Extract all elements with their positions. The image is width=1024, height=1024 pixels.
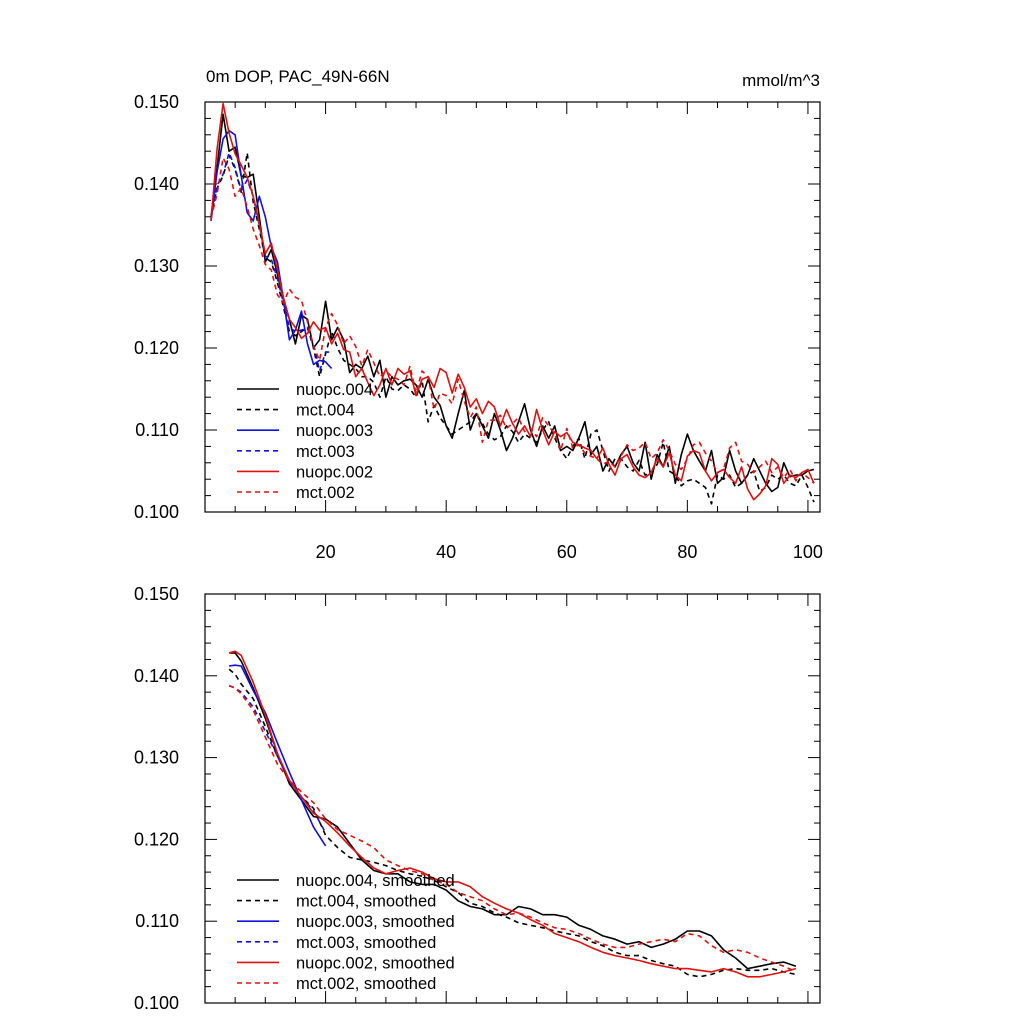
series-line xyxy=(210,129,333,370)
series-line xyxy=(210,102,815,501)
legend-label: nuopc.002 xyxy=(296,463,373,481)
series-line xyxy=(210,152,332,372)
legend-label: mct.004 xyxy=(296,402,355,420)
y-tick-label: 0.110 xyxy=(135,911,179,931)
legend-label: nuopc.003, smoothed xyxy=(296,913,455,931)
y-tick-label: 0.150 xyxy=(134,584,179,604)
y-tick-label: 0.150 xyxy=(134,92,179,112)
series-line xyxy=(228,684,797,973)
x-tick-label: 40 xyxy=(436,542,456,562)
legend-label: nuopc.004, smoothed xyxy=(296,872,455,890)
y-tick-label: 0.120 xyxy=(134,338,179,358)
chart-title: 0m DOP, PAC_49N-66N xyxy=(206,67,390,86)
legend-label: nuopc.003 xyxy=(296,422,373,440)
plot-frame xyxy=(204,593,821,1004)
y-tick-label: 0.110 xyxy=(135,420,179,440)
series-line xyxy=(210,152,815,505)
y-tick-label: 0.100 xyxy=(134,502,179,522)
y-tick-label: 0.140 xyxy=(134,174,179,194)
legend-label: mct.002, smoothed xyxy=(296,975,436,993)
x-tick-label: 20 xyxy=(316,542,336,562)
x-tick-label: 100 xyxy=(793,542,823,562)
series-line xyxy=(228,664,327,847)
legend-label: nuopc.002, smoothed xyxy=(296,954,455,972)
bottom-panel: 0.100 0.110 0.120 0.130 0.140 0.150 nuopc.004,… xyxy=(134,584,821,1013)
x-tick-label: 60 xyxy=(557,542,577,562)
legend-label: mct.003 xyxy=(296,443,355,461)
legend-label: mct.004, smoothed xyxy=(296,893,436,911)
units-label: mmol/m^3 xyxy=(742,71,820,90)
legend-label: mct.002 xyxy=(296,484,355,502)
legend-label: nuopc.004 xyxy=(296,381,373,399)
y-tick-label: 0.120 xyxy=(134,829,179,849)
legend-label: mct.003, smoothed xyxy=(296,934,436,952)
top-panel: 0.100 0.110 0.120 0.130 0.140 0.150 20 40 60 80 10… xyxy=(134,92,823,562)
y-tick-label: 0.130 xyxy=(134,256,179,276)
series-line xyxy=(210,157,815,484)
series-line xyxy=(229,652,797,970)
plot-frame xyxy=(204,101,821,513)
x-tick-label: 80 xyxy=(677,542,697,562)
y-tick-label: 0.140 xyxy=(134,666,179,686)
series-line xyxy=(228,650,797,978)
series-line xyxy=(228,668,797,978)
y-tick-label: 0.130 xyxy=(134,748,179,768)
y-tick-label: 0.100 xyxy=(134,993,179,1013)
